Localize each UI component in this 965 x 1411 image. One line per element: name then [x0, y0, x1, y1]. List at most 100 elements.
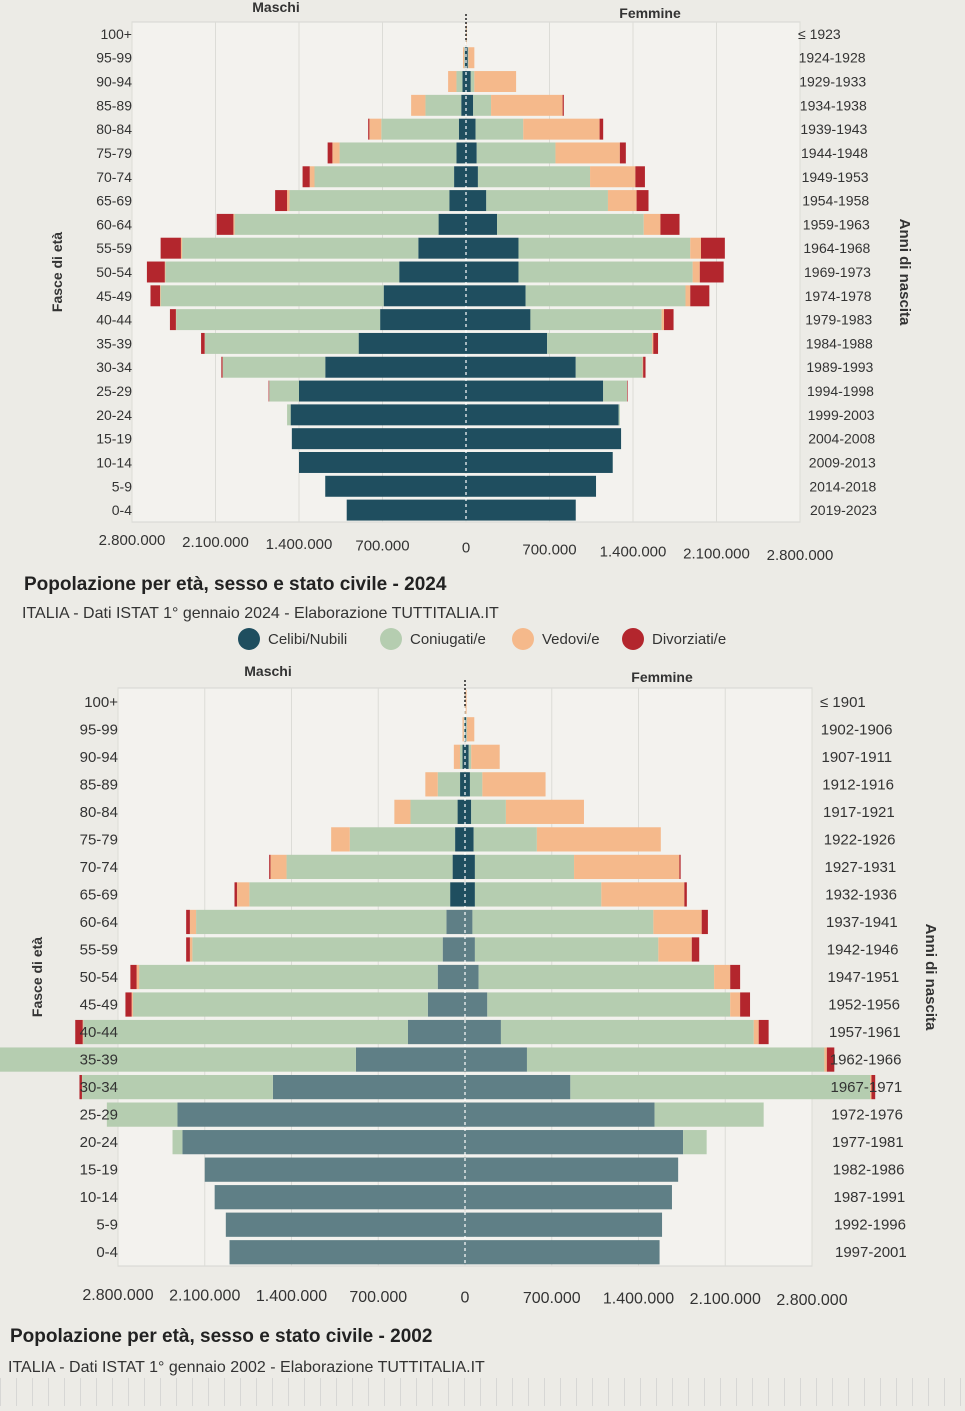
birth-year-label: 1947-1951: [828, 969, 900, 986]
bar-male-divorziati-e-60-64: [186, 910, 190, 934]
bar-female-celibi-nubili-50-54: [465, 965, 479, 989]
x-tick-label: 1.400.000: [266, 536, 333, 553]
x-tick-label: 1.400.000: [603, 1291, 674, 1308]
bar-male-vedovi-e-60-64: [233, 214, 234, 235]
age-label: 30-34: [80, 1079, 118, 1096]
legend-swatch-coniugati: [380, 628, 402, 650]
x-tick-label: 700.000: [523, 1290, 581, 1307]
birth-year-label: 1987-1991: [834, 1189, 906, 1206]
bar-male-celibi-nubili-75-79: [455, 827, 465, 851]
bar-female-coniugati-e-60-64: [497, 214, 644, 235]
bar-male-divorziati-e-50-54: [130, 965, 136, 989]
bar-male-coniugati-e-20-24: [173, 1130, 183, 1154]
birth-year-label: 1977-1981: [832, 1134, 904, 1151]
age-label: 70-74: [80, 859, 118, 876]
bar-male-coniugati-e-60-64: [235, 214, 439, 235]
bar-female-divorziati-e-50-54: [700, 262, 724, 283]
bar-male-celibi-nubili-30-34: [325, 357, 466, 378]
bar-female-vedovi-e-30-34: [643, 357, 644, 378]
bar-male-celibi-nubili-70-74: [453, 855, 465, 879]
bar-male-coniugati-e-65-69: [289, 190, 449, 211]
bar-female-vedovi-e-75-79: [555, 142, 619, 163]
bar-male-celibi-nubili-5-9: [226, 1213, 465, 1237]
bar-female-divorziati-e-25-29: [627, 381, 628, 402]
bar-male-vedovi-e-75-79: [331, 827, 350, 851]
bar-male-vedovi-e-55-59: [181, 238, 182, 259]
bar-male-celibi-nubili-10-14: [215, 1185, 465, 1209]
bar-male-celibi-nubili-55-59: [418, 238, 466, 259]
bar-male-divorziati-e-45-49: [125, 992, 131, 1016]
bar-male-divorziati-e-80-84: [368, 119, 369, 140]
bar-male-vedovi-e-50-54: [165, 262, 166, 283]
bar-female-coniugati-e-45-49: [487, 992, 730, 1016]
bar-female-celibi-nubili-85-89: [465, 772, 470, 796]
x-tick-label: 2.800.000: [776, 1292, 847, 1309]
bar-female-coniugati-e-35-39: [547, 333, 652, 354]
bar-male-vedovi-e-50-54: [137, 965, 139, 989]
bar-male-celibi-nubili-30-34: [273, 1075, 465, 1099]
bar-male-coniugati-e-45-49: [161, 285, 384, 306]
bar-female-divorziati-e-75-79: [620, 142, 626, 163]
bar-female-coniugati-e-85-89: [470, 772, 482, 796]
bar-male-celibi-nubili-25-29: [177, 1103, 465, 1127]
legend-label-vedovi: Vedovi/e: [542, 631, 600, 648]
y-axis-title-right: Anni di nascita: [896, 219, 913, 326]
bar-female-celibi-nubili-40-44: [465, 1020, 501, 1044]
age-label: 35-39: [80, 1052, 118, 1069]
bar-male-coniugati-e-25-29: [269, 381, 299, 402]
bar-male-vedovi-e-85-89: [411, 95, 425, 116]
bar-male-divorziati-e-30-34: [221, 357, 222, 378]
bar-female-celibi-nubili-25-29: [466, 381, 603, 402]
bar-female-vedovi-e-45-49: [730, 992, 740, 1016]
chart-subtitle: ITALIA - Dati ISTAT 1° gennaio 2024 - El…: [22, 605, 499, 622]
bar-male-celibi-nubili-20-24: [291, 404, 466, 425]
bar-male-celibi-nubili-15-19: [205, 1158, 465, 1182]
bar-male-celibi-nubili-20-24: [182, 1130, 465, 1154]
birth-year-label: 1949-1953: [802, 169, 869, 185]
bar-male-divorziati-e-60-64: [217, 214, 234, 235]
bar-male-celibi-nubili-25-29: [299, 381, 466, 402]
bar-female-vedovi-e-65-69: [608, 190, 637, 211]
birth-year-label: 2009-2013: [809, 454, 876, 470]
birth-year-label: 1954-1958: [802, 193, 869, 209]
chart-legend: Celibi/Nubili Coniugati/e Vedovi/e Divor…: [0, 624, 965, 660]
bar-male-vedovi-e-95-99: [463, 717, 464, 741]
x-tick-label: 2.100.000: [690, 1291, 761, 1308]
birth-year-label: 1957-1961: [829, 1024, 901, 1041]
birth-year-label: 1907-1911: [822, 749, 893, 766]
bar-female-vedovi-e-60-64: [653, 910, 701, 934]
bar-female-celibi-nubili-30-34: [466, 357, 576, 378]
chart-title: Popolazione per età, sesso e stato civil…: [24, 574, 447, 595]
birth-year-label: 1974-1978: [805, 288, 872, 304]
bar-male-celibi-nubili-70-74: [454, 166, 466, 187]
bar-female-vedovi-e-90-94: [474, 71, 516, 92]
age-label: 80-84: [80, 804, 118, 821]
birth-year-label: 1972-1976: [831, 1107, 903, 1124]
bar-male-divorziati-e-35-39: [201, 333, 205, 354]
males-header: Maschi: [252, 0, 299, 15]
bar-male-divorziati-e-75-79: [328, 142, 333, 163]
bar-male-coniugati-e-50-54: [139, 965, 438, 989]
birth-year-label: 1997-2001: [835, 1244, 907, 1261]
legend-swatch-celibi: [238, 628, 260, 650]
legend-swatch-divorziati: [622, 628, 644, 650]
age-label: 55-59: [80, 941, 118, 958]
bar-male-celibi-nubili-80-84: [458, 800, 465, 824]
age-label: 20-24: [96, 407, 132, 423]
bar-male-vedovi-e-90-94: [454, 745, 460, 769]
x-tick-label: 2.800.000: [767, 547, 834, 564]
bar-male-coniugati-e-75-79: [340, 142, 457, 163]
bar-female-divorziati-e-40-44: [759, 1020, 769, 1044]
x-tick-label: 700.000: [349, 1289, 407, 1306]
legend-label-coniugati: Coniugati/e: [410, 631, 486, 648]
bar-male-celibi-nubili-65-69: [450, 882, 465, 906]
birth-year-label: 1979-1983: [805, 312, 872, 328]
bar-male-coniugati-e-55-59: [192, 937, 442, 961]
age-label: 75-79: [96, 145, 132, 161]
bar-female-divorziati-e-40-44: [664, 309, 674, 330]
bar-female-celibi-nubili-20-24: [465, 1130, 683, 1154]
age-label: 75-79: [80, 831, 118, 848]
legend-item-celibi: Celibi/Nubili: [238, 628, 347, 650]
bar-male-coniugati-e-85-89: [425, 95, 461, 116]
